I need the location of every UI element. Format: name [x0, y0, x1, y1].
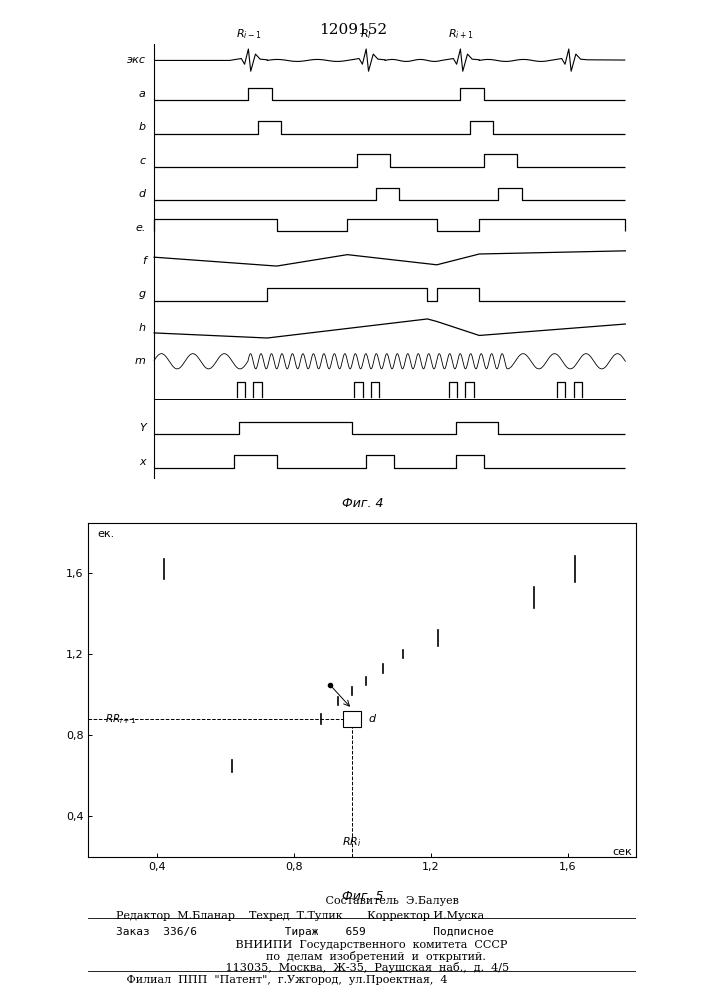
Text: $RR_i$: $RR_i$	[342, 835, 362, 849]
Text: m: m	[135, 356, 146, 366]
Text: $R_{i-1}$: $R_{i-1}$	[235, 28, 261, 41]
Text: $R_{i+1}$: $R_{i+1}$	[448, 28, 473, 41]
Text: h: h	[139, 323, 146, 333]
Text: a: a	[139, 89, 146, 99]
Text: Филиал  ППП  "Патент",  г.Ужгород,  ул.Проектная,  4: Филиал ППП "Патент", г.Ужгород, ул.Проек…	[116, 975, 448, 985]
Text: Фиг. 4: Фиг. 4	[341, 497, 383, 510]
Text: Редактор  М.Бланар    Техред  Т.Тулик       Корректор И.Муска: Редактор М.Бланар Техред Т.Тулик Коррект…	[116, 911, 484, 921]
Text: $R_i$: $R_i$	[361, 28, 372, 41]
Text: Заказ  336/6             Тираж    659          Подписное: Заказ 336/6 Тираж 659 Подписное	[116, 927, 493, 937]
Bar	[343, 711, 361, 727]
Text: b: b	[139, 122, 146, 132]
Text: Фиг. 5: Фиг. 5	[341, 890, 383, 903]
Text: экс: экс	[127, 55, 146, 65]
Text: Y: Y	[139, 423, 146, 433]
Text: x: x	[139, 457, 146, 467]
Text: сек: сек	[612, 847, 632, 857]
Text: d: d	[368, 714, 375, 724]
Text: g: g	[139, 289, 146, 299]
Text: Составитель  Э.Балуев: Составитель Э.Балуев	[266, 896, 459, 906]
Text: c: c	[140, 156, 146, 166]
Text: ВНИИПИ  Государственного  комитета  СССР: ВНИИПИ Государственного комитета СССР	[218, 940, 507, 950]
Text: e.: e.	[136, 223, 146, 233]
Text: ек.: ек.	[97, 529, 115, 539]
Text: 113035,  Москва,  Ж-35,  Раушская  наб.,  д.  4/5: 113035, Москва, Ж-35, Раушская наб., д. …	[215, 962, 510, 973]
Text: 1209152: 1209152	[320, 23, 387, 37]
Text: f: f	[142, 256, 146, 266]
Text: d: d	[139, 189, 146, 199]
Text: $RR_{i+1}$: $RR_{i+1}$	[105, 712, 137, 726]
Text: по  делам  изобретений  и  открытий.: по делам изобретений и открытий.	[238, 951, 486, 962]
